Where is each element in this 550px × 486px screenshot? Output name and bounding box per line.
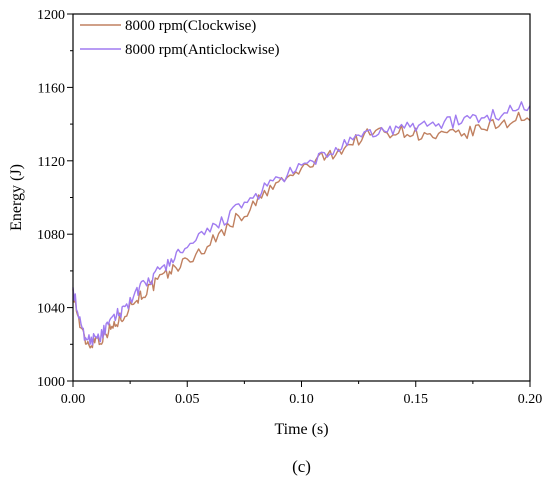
x-axis-title: Time (s) bbox=[274, 421, 328, 438]
legend: 8000 rpm(Clockwise) 8000 rpm(Anticlockwi… bbox=[80, 18, 280, 58]
x-tick-label: 0.10 bbox=[289, 392, 314, 407]
series-layer bbox=[72, 101, 531, 349]
x-tick-label: 0.20 bbox=[518, 392, 543, 407]
x-tick-label: 0.15 bbox=[404, 392, 429, 407]
tick-layer: 0.00 0.05 0.10 0.15 0.20 1000 1040 1080 1120 1160… bbox=[37, 8, 542, 407]
y-tick-label: 1080 bbox=[37, 228, 65, 243]
y-tick-label: 1040 bbox=[37, 302, 65, 317]
series-line-anticlockwise bbox=[72, 101, 531, 346]
legend-label-anticlockwise: 8000 rpm(Anticlockwise) bbox=[125, 42, 280, 58]
legend-label-clockwise: 8000 rpm(Clockwise) bbox=[125, 18, 256, 34]
panel-label: (c) bbox=[292, 457, 311, 476]
y-tick-label: 1200 bbox=[37, 8, 65, 23]
x-tick-label: 0.05 bbox=[175, 392, 200, 407]
series-line-clockwise bbox=[72, 111, 531, 349]
y-tick-label: 1160 bbox=[38, 81, 65, 96]
y-tick-label: 1120 bbox=[38, 155, 65, 170]
x-tick-label: 0.00 bbox=[61, 392, 86, 407]
y-axis-title: Energy (J) bbox=[8, 164, 25, 231]
y-tick-label: 1000 bbox=[37, 375, 65, 390]
plot-frame bbox=[72, 13, 531, 382]
